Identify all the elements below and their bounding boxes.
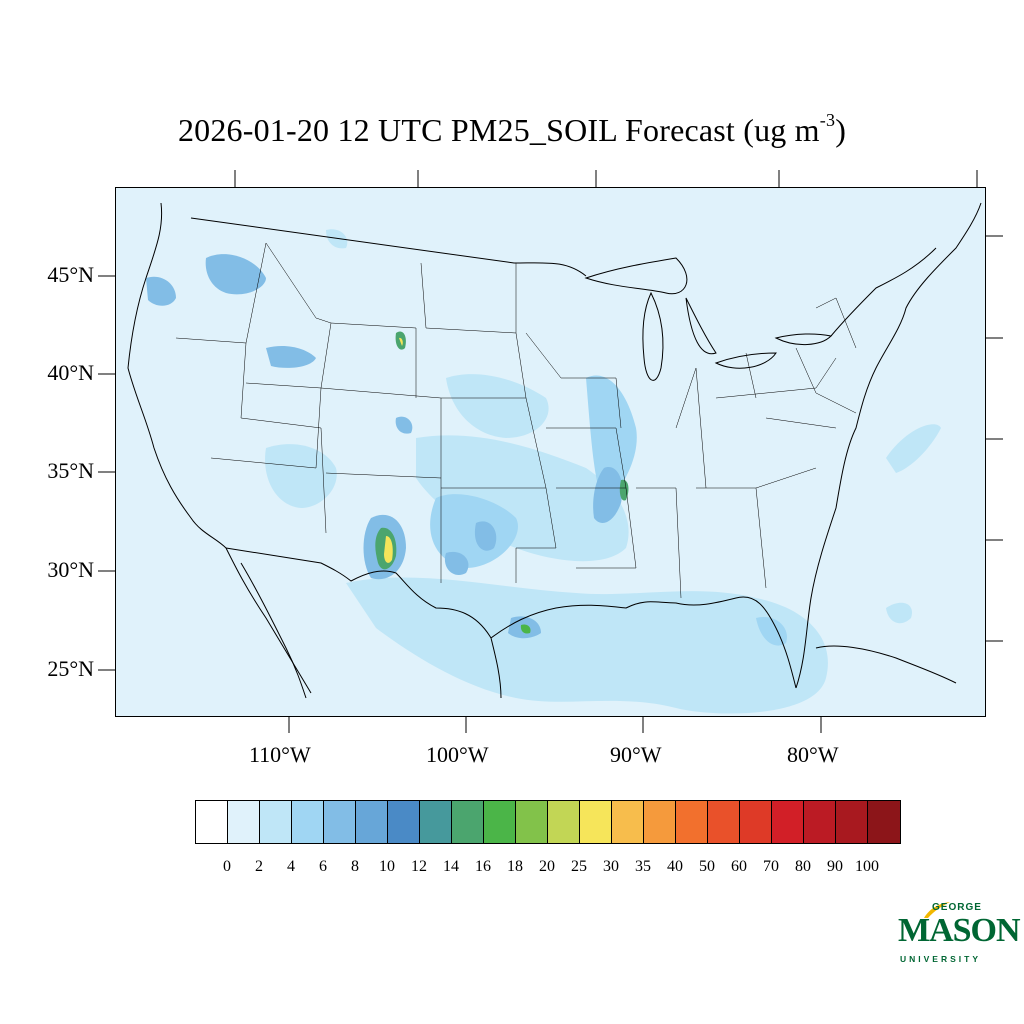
colorbar-label: 10 bbox=[379, 858, 395, 875]
colorbar-swatch bbox=[548, 801, 580, 843]
logo-university: UNIVERSITY bbox=[900, 954, 982, 964]
colorbar-label: 16 bbox=[475, 858, 491, 875]
colorbar-label: 60 bbox=[731, 858, 747, 875]
logo-swoosh-icon bbox=[924, 902, 950, 918]
colorbar-swatch bbox=[708, 801, 740, 843]
colorbar-swatch bbox=[644, 801, 676, 843]
colorbar-label: 80 bbox=[795, 858, 811, 875]
map-title: 2026-01-20 12 UTC PM25_SOIL Forecast (ug… bbox=[177, 110, 847, 148]
colorbar-swatch bbox=[580, 801, 612, 843]
logo-mason: MASON bbox=[898, 912, 1021, 949]
colorbar-label: 90 bbox=[827, 858, 843, 875]
colorbar-label: 25 bbox=[571, 858, 587, 875]
colorbar-label: 4 bbox=[287, 858, 295, 875]
colorbar-swatch bbox=[612, 801, 644, 843]
colorbar-label: 8 bbox=[351, 858, 359, 875]
colorbar-label: 12 bbox=[411, 858, 427, 875]
colorbar-label: 40 bbox=[667, 858, 683, 875]
colorbar-label: 50 bbox=[699, 858, 715, 875]
colorbar bbox=[195, 800, 901, 844]
colorbar-label: 14 bbox=[443, 858, 459, 875]
colorbar-label: 30 bbox=[603, 858, 619, 875]
colorbar-swatch bbox=[388, 801, 420, 843]
coastlines bbox=[127, 202, 982, 699]
colorbar-swatch bbox=[196, 801, 228, 843]
colorbar-swatch bbox=[740, 801, 772, 843]
lat-label-45: 45°N bbox=[47, 262, 94, 287]
lon-label-110: 110°W bbox=[249, 742, 311, 767]
colorbar-swatch bbox=[356, 801, 388, 843]
colorbar-label: 100 bbox=[855, 858, 879, 875]
lat-label-30: 30°N bbox=[47, 557, 94, 582]
colorbar-swatch bbox=[324, 801, 356, 843]
colorbar-swatch bbox=[868, 801, 900, 843]
logo-george: GEORGE bbox=[932, 902, 982, 913]
colorbar-swatch bbox=[452, 801, 484, 843]
colorbar-swatch bbox=[228, 801, 260, 843]
george-mason-logo: GEORGE MASON UNIVERSITY bbox=[896, 900, 1021, 970]
colorbar-swatch bbox=[836, 801, 868, 843]
colorbar-label: 70 bbox=[763, 858, 779, 875]
lat-label-35: 35°N bbox=[47, 458, 94, 483]
colorbar-swatch bbox=[772, 801, 804, 843]
colorbar-swatch bbox=[292, 801, 324, 843]
colorbar-label: 20 bbox=[539, 858, 555, 875]
lon-label-100: 100°W bbox=[426, 742, 489, 767]
colorbar-label: 6 bbox=[319, 858, 327, 875]
colorbar-label: 18 bbox=[507, 858, 523, 875]
lat-label-25: 25°N bbox=[47, 656, 94, 681]
colorbar-swatch bbox=[420, 801, 452, 843]
colorbar-label: 2 bbox=[255, 858, 263, 875]
colorbar-swatch bbox=[804, 801, 836, 843]
colorbar-label: 0 bbox=[223, 858, 231, 875]
colorbar-swatch bbox=[484, 801, 516, 843]
colorbar-swatch bbox=[676, 801, 708, 843]
colorbar-swatch bbox=[516, 801, 548, 843]
map-panel bbox=[115, 187, 986, 717]
lon-label-80: 80°W bbox=[787, 742, 839, 767]
colorbar-swatch bbox=[260, 801, 292, 843]
state-borders bbox=[175, 242, 857, 599]
lat-label-40: 40°N bbox=[47, 360, 94, 385]
colorbar-label: 35 bbox=[635, 858, 651, 875]
lon-label-90: 90°W bbox=[610, 742, 662, 767]
concentration-fill bbox=[146, 229, 941, 714]
forecast-map bbox=[127, 202, 982, 714]
